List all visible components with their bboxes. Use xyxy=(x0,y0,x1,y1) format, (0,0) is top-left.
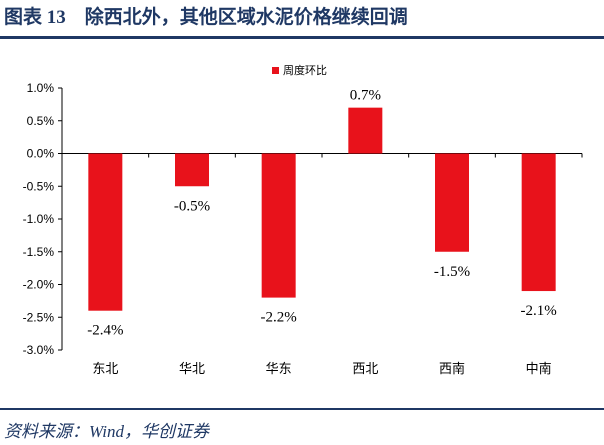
bar-华北 xyxy=(175,153,209,187)
x-tick-label: 华北 xyxy=(179,361,205,376)
legend: 周度环比 xyxy=(272,63,327,77)
x-tick-label: 东北 xyxy=(92,361,118,376)
x-tick-label: 华东 xyxy=(266,361,292,376)
data-label: -1.5% xyxy=(434,264,470,280)
bar-西北 xyxy=(348,107,383,154)
title-rule xyxy=(0,36,604,39)
bar-华东 xyxy=(261,153,296,298)
bar-中南 xyxy=(521,153,556,292)
data-labels: -2.4% -0.5% -2.2% 0.7% -1.5% -2.1% xyxy=(87,88,557,339)
y-tick-label: 0.0% xyxy=(27,147,55,161)
y-tick-label: -1.0% xyxy=(23,212,55,226)
bar-chart: 周度环比 1.0% 0.5% 0.0% -0.5% -1.0% -1.5% -2.0% -2.… xyxy=(23,63,583,376)
y-tick-label: -2.5% xyxy=(23,310,55,324)
y-tick-label: -2.0% xyxy=(23,278,55,292)
x-tick-label: 西北 xyxy=(352,361,378,376)
bar-东北 xyxy=(88,153,123,311)
footer-rule xyxy=(0,408,604,410)
data-label: -2.1% xyxy=(521,303,557,319)
x-tick-label: 西南 xyxy=(439,361,465,376)
data-label: 0.7% xyxy=(350,88,381,104)
y-axis: 1.0% 0.5% 0.0% -0.5% -1.0% -1.5% -2.0% -2.5% -3.… xyxy=(23,81,63,357)
y-tick-label: 1.0% xyxy=(27,81,55,95)
legend-swatch xyxy=(272,67,279,74)
x-axis: 东北 华北 华东 西北 西南 中南 xyxy=(62,153,583,376)
data-label: -2.4% xyxy=(87,323,123,339)
y-tick-label: -3.0% xyxy=(23,343,55,357)
data-label: -0.5% xyxy=(174,198,210,214)
y-tick-label: 0.5% xyxy=(27,114,55,128)
source-note: 资料来源：Wind，华创证券 xyxy=(4,422,209,441)
data-label: -2.2% xyxy=(261,310,297,326)
bars xyxy=(88,107,556,311)
y-tick-label: -0.5% xyxy=(23,179,55,193)
bar-西南 xyxy=(435,153,469,252)
figure-title: 图表 13 除西北外，其他区域水泥价格继续回调 xyxy=(4,7,408,28)
y-tick-label: -1.5% xyxy=(23,245,55,259)
x-tick-label: 中南 xyxy=(526,361,552,376)
legend-label: 周度环比 xyxy=(283,63,327,77)
